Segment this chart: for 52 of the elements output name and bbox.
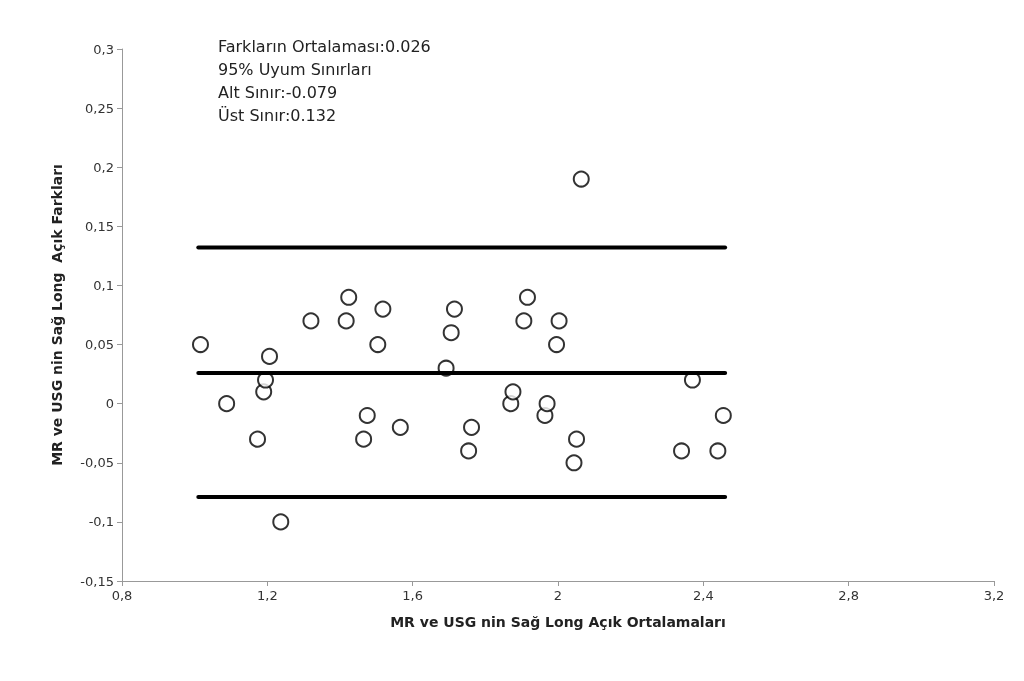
y-tick-label: 0,25 [85,100,114,116]
y-tick-label: 0,05 [85,337,114,353]
y-tick-label: 0,1 [93,277,114,293]
point [442,324,460,342]
y-tick-label: -0,1 [88,514,114,530]
point [460,442,478,460]
point [249,430,267,448]
x-tick-label: 1,6 [402,588,424,603]
point [272,513,290,531]
point [340,288,358,306]
point [337,312,355,330]
point [391,418,409,436]
point [548,336,566,354]
y-tick-label: 0,3 [93,41,114,57]
point [565,454,583,472]
point [369,336,387,354]
point [358,406,376,424]
point [568,430,586,448]
y-tick-label: 0 [105,396,114,412]
point [673,442,691,460]
point [192,336,209,354]
annotation: Üst Sınır:0.132 [218,105,337,125]
x-axis-title: MR ve USG nin Sağ Long Açık Ortalamaları [390,614,726,630]
point [515,312,533,330]
point [538,395,556,413]
x-tick-label: 2 [553,588,563,603]
point [714,406,732,424]
y-tick-label: 0,15 [85,218,114,234]
annotation: 95% Uyum Sınırları [218,59,372,79]
y-tick-label: -0,15 [80,573,114,589]
point [355,430,373,448]
point [519,288,536,306]
point [445,300,463,318]
point [218,395,236,413]
point [302,312,320,330]
point [550,312,568,330]
point [374,300,392,318]
x-tick-label: 0,8 [111,588,133,603]
annotation: Farkların Ortalaması:0.026 [218,36,431,56]
point [709,442,727,460]
x-tick-label: 3,2 [983,588,1005,603]
x-tick-label: 1,2 [256,588,278,603]
y-tick-label: 0,2 [93,159,114,175]
y-tick-label: -0,05 [80,455,114,471]
point [572,170,590,188]
y-axis-title: MR ve USG nin Sağ Long Açık Farkları [49,164,65,466]
point [463,418,481,436]
point [261,347,279,365]
x-tick-label: 2,8 [838,588,860,603]
x-tick-label: 2,4 [692,588,714,603]
annotation: Alt Sınır:-0.079 [218,82,338,102]
point [504,383,522,401]
